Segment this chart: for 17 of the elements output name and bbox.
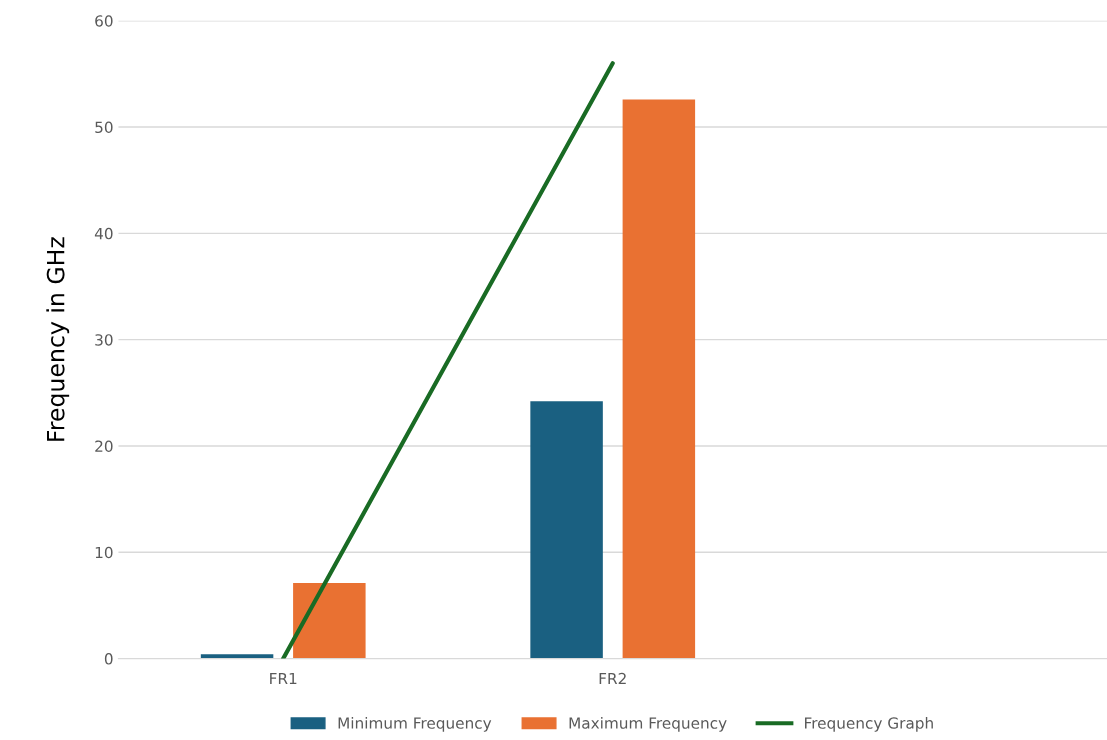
y-tick-label: 30 <box>95 334 113 346</box>
x-tick-label: FR1 <box>270 672 297 685</box>
y-axis-title: Frequency in GHz <box>46 237 70 441</box>
x-tick-label: FR2 <box>599 672 626 685</box>
y-tick-label: 20 <box>95 440 113 452</box>
y-tick-label: 0 <box>104 653 113 665</box>
y-tick-label: 60 <box>95 15 113 27</box>
legend-label: Maximum Frequency <box>569 717 727 732</box>
bar <box>200 654 274 659</box>
y-tick-label: 10 <box>95 546 113 559</box>
bar <box>530 401 603 659</box>
legend-label: Frequency Graph <box>805 717 933 732</box>
legend-label: Minimum Frequency <box>338 717 492 732</box>
bar <box>293 583 366 659</box>
bar <box>622 99 696 659</box>
y-tick-label: 40 <box>94 227 113 240</box>
y-tick-label: 50 <box>95 121 113 134</box>
